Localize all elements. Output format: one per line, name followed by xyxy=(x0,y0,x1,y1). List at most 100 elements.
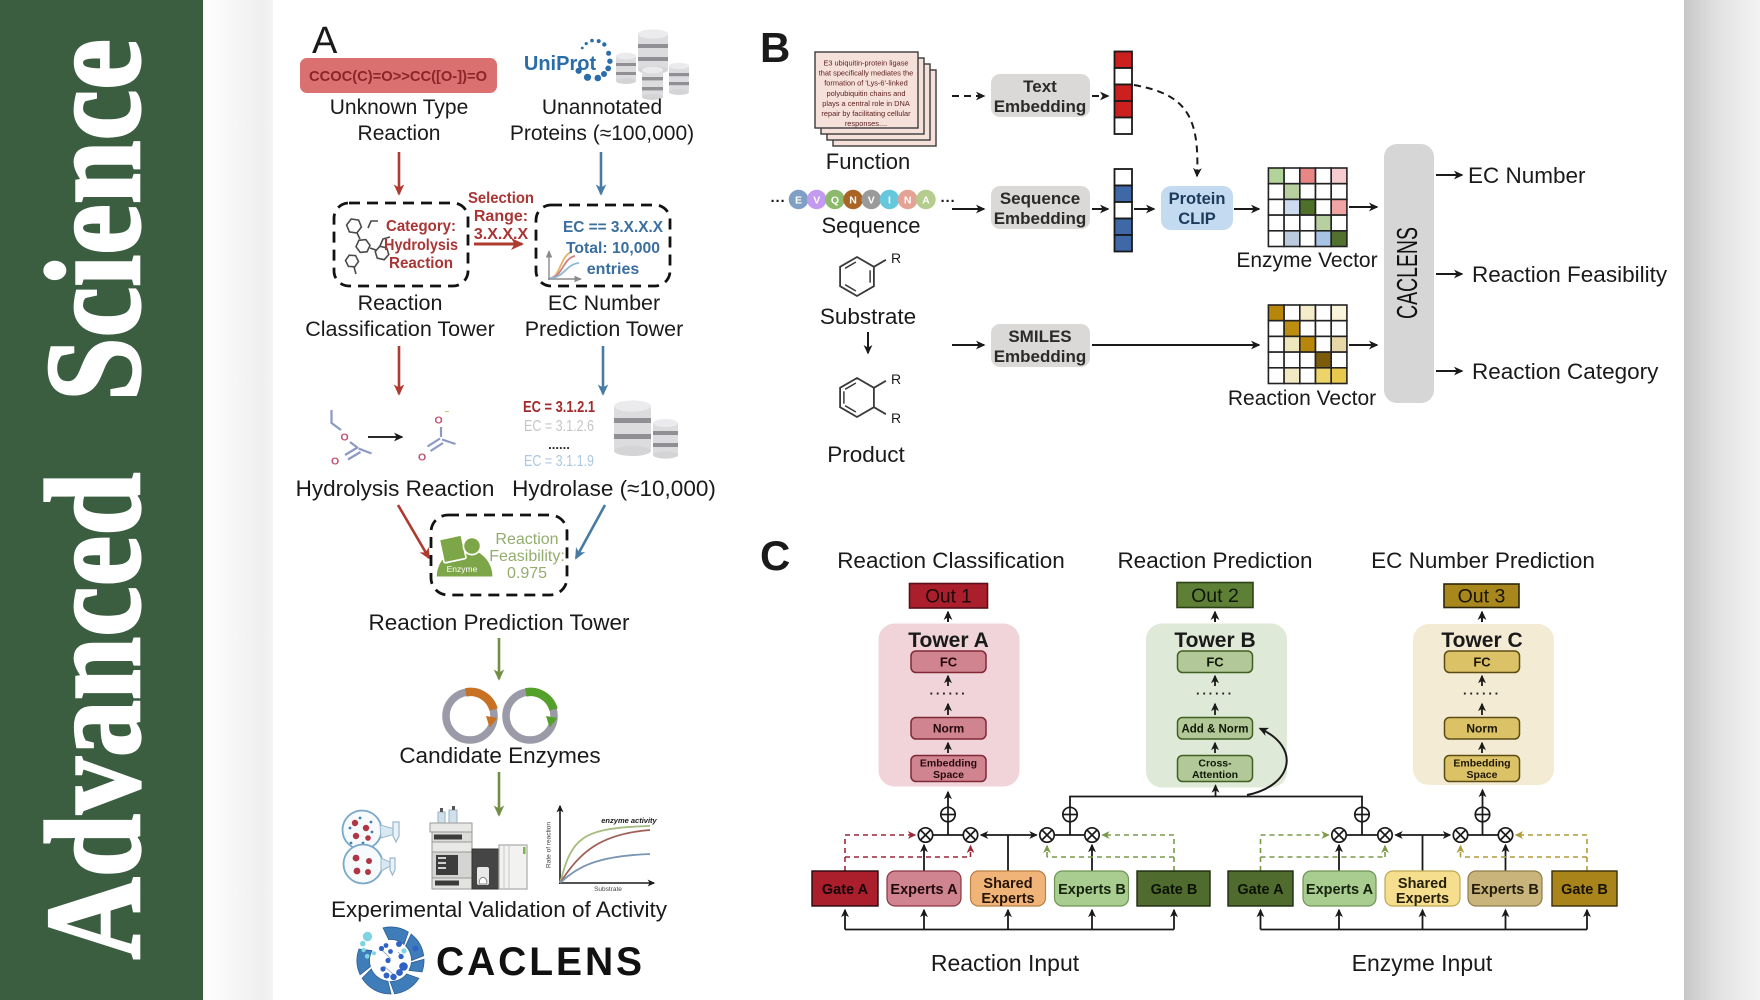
svg-text:Out 2: Out 2 xyxy=(1191,585,1239,607)
svg-text:Reaction Prediction Tower: Reaction Prediction Tower xyxy=(369,610,630,635)
svg-text:V: V xyxy=(813,195,820,207)
svg-text:E: E xyxy=(795,195,802,207)
svg-text:Science: Science xyxy=(19,39,169,401)
svg-text:···: ··· xyxy=(941,193,956,210)
svg-text:Candidate Enzymes: Candidate Enzymes xyxy=(399,743,600,768)
svg-text:Tower A: Tower A xyxy=(908,629,989,652)
svg-text:UniProt: UniProt xyxy=(524,53,597,75)
svg-text:Cross-: Cross- xyxy=(1198,758,1232,770)
svg-text:Prediction Tower: Prediction Tower xyxy=(525,317,684,341)
svg-text:Product: Product xyxy=(827,442,905,467)
svg-text:Reaction Input: Reaction Input xyxy=(931,950,1080,976)
svg-text:3.X.X.X: 3.X.X.X xyxy=(474,226,529,243)
svg-text:Unannotated: Unannotated xyxy=(542,96,662,119)
svg-text:plays a central role in DNA: plays a central role in DNA xyxy=(822,99,910,108)
svg-text:Experimental Validation of Act: Experimental Validation of Activity xyxy=(331,897,668,922)
svg-text:entries: entries xyxy=(587,261,640,278)
svg-text:Rate of reaction: Rate of reaction xyxy=(546,822,553,868)
svg-text:Hydrolysis: Hydrolysis xyxy=(384,237,458,254)
svg-text:Out 1: Out 1 xyxy=(925,587,971,608)
svg-text:Reaction Prediction: Reaction Prediction xyxy=(1117,548,1312,573)
svg-text:R: R xyxy=(891,250,901,266)
svg-text:FC: FC xyxy=(1473,655,1491,670)
svg-text:Experts A: Experts A xyxy=(890,882,958,898)
svg-text:O: O xyxy=(341,432,349,444)
svg-text:Sequence: Sequence xyxy=(1000,189,1080,208)
svg-text:Embedding: Embedding xyxy=(994,97,1087,116)
svg-text:Classification Tower: Classification Tower xyxy=(305,317,495,341)
svg-text:Sequence: Sequence xyxy=(821,213,920,238)
svg-text:O: O xyxy=(331,456,339,468)
svg-text:Q: Q xyxy=(831,195,839,207)
svg-text:CCOC(C)=O>>CC([O-])=O: CCOC(C)=O>>CC([O-])=O xyxy=(309,68,487,85)
svg-text:formation of 'Lys-6'-linked: formation of 'Lys-6'-linked xyxy=(824,79,907,88)
svg-text:A: A xyxy=(312,20,338,62)
svg-text:Norm: Norm xyxy=(933,722,964,736)
svg-text:N: N xyxy=(849,195,857,207)
svg-text:Space: Space xyxy=(933,769,964,781)
svg-text:that specifically mediates the: that specifically mediates the xyxy=(819,69,913,78)
svg-text:B: B xyxy=(760,24,790,71)
svg-text:Gate A: Gate A xyxy=(822,882,869,898)
svg-text:Embedding: Embedding xyxy=(994,209,1087,228)
svg-text:Reaction Classification: Reaction Classification xyxy=(837,548,1065,573)
svg-text:······: ······ xyxy=(1463,686,1501,701)
svg-text:Out 3: Out 3 xyxy=(1458,586,1506,608)
svg-text:Enzyme Input: Enzyme Input xyxy=(1352,950,1493,976)
svg-text:Protein: Protein xyxy=(1169,190,1226,208)
svg-text:O: O xyxy=(418,452,426,464)
svg-text:repair by facilitating cellula: repair by facilitating cellular xyxy=(821,109,911,118)
svg-text:Category:: Category: xyxy=(386,218,456,235)
svg-text:Reaction Vector: Reaction Vector xyxy=(1228,387,1376,410)
svg-text:Shared: Shared xyxy=(1398,876,1447,892)
svg-text:O: O xyxy=(435,415,443,427)
svg-text:Hydrolysis Reaction: Hydrolysis Reaction xyxy=(296,476,495,501)
svg-text:enzyme activity: enzyme activity xyxy=(601,816,657,825)
svg-text:Experts: Experts xyxy=(981,891,1034,907)
svg-text:Text: Text xyxy=(1023,77,1057,96)
svg-text:Experts B: Experts B xyxy=(1058,882,1126,898)
svg-text:Range:: Range: xyxy=(474,208,528,225)
svg-text:FC: FC xyxy=(940,655,958,670)
svg-text:FC: FC xyxy=(1206,655,1224,670)
svg-text:Norm: Norm xyxy=(1466,722,1497,736)
svg-text:Proteins (≈100,000): Proteins (≈100,000) xyxy=(510,122,694,145)
svg-text:Reaction: Reaction xyxy=(495,531,558,548)
svg-text:EC Number: EC Number xyxy=(1468,163,1586,188)
svg-text:R: R xyxy=(891,371,901,387)
svg-text:polyubiquitin chains and: polyubiquitin chains and xyxy=(827,89,906,98)
svg-text:Unknown Type: Unknown Type xyxy=(330,96,469,119)
svg-text:EC Number: EC Number xyxy=(548,291,660,315)
svg-text:⁻: ⁻ xyxy=(445,408,450,418)
svg-text:Reaction Category: Reaction Category xyxy=(1472,359,1659,384)
svg-text:······: ······ xyxy=(1196,686,1234,701)
svg-text:Substrate: Substrate xyxy=(820,304,916,329)
svg-text:Space: Space xyxy=(1467,769,1498,781)
svg-text:Enzyme: Enzyme xyxy=(447,564,478,574)
svg-text:Hydrolase (≈10,000): Hydrolase (≈10,000) xyxy=(512,476,716,501)
svg-text:Function: Function xyxy=(826,149,910,174)
svg-text:Gate B: Gate B xyxy=(1151,882,1198,898)
svg-text:R: R xyxy=(891,410,901,426)
svg-text:Substrate: Substrate xyxy=(594,886,622,893)
svg-text:A: A xyxy=(922,195,930,207)
svg-text:Reaction Feasibility: Reaction Feasibility xyxy=(1472,262,1668,287)
svg-text:Add & Norm: Add & Norm xyxy=(1181,724,1248,736)
svg-text:EC = 3.1.2.1: EC = 3.1.2.1 xyxy=(523,399,595,416)
svg-text:......: ...... xyxy=(548,437,570,452)
svg-text:Gate B: Gate B xyxy=(1561,882,1608,898)
svg-text:EC = 3.1.1.9: EC = 3.1.1.9 xyxy=(524,453,594,470)
svg-text:······: ······ xyxy=(930,686,968,701)
svg-text:Experts B: Experts B xyxy=(1471,882,1539,898)
svg-text:Reaction: Reaction xyxy=(389,255,453,272)
svg-text:Embedding: Embedding xyxy=(994,347,1087,366)
svg-text:Tower B: Tower B xyxy=(1174,629,1255,652)
svg-text:CLIP: CLIP xyxy=(1178,210,1216,228)
svg-text:Experts: Experts xyxy=(1396,891,1449,907)
svg-text:Advanced: Advanced xyxy=(19,473,169,960)
svg-text:EC Number Prediction: EC Number Prediction xyxy=(1371,548,1595,573)
svg-text:Feasibility:: Feasibility: xyxy=(489,548,565,565)
svg-text:CACLENS: CACLENS xyxy=(436,940,645,984)
svg-text:N: N xyxy=(904,195,912,207)
svg-text:0.975: 0.975 xyxy=(507,565,547,582)
